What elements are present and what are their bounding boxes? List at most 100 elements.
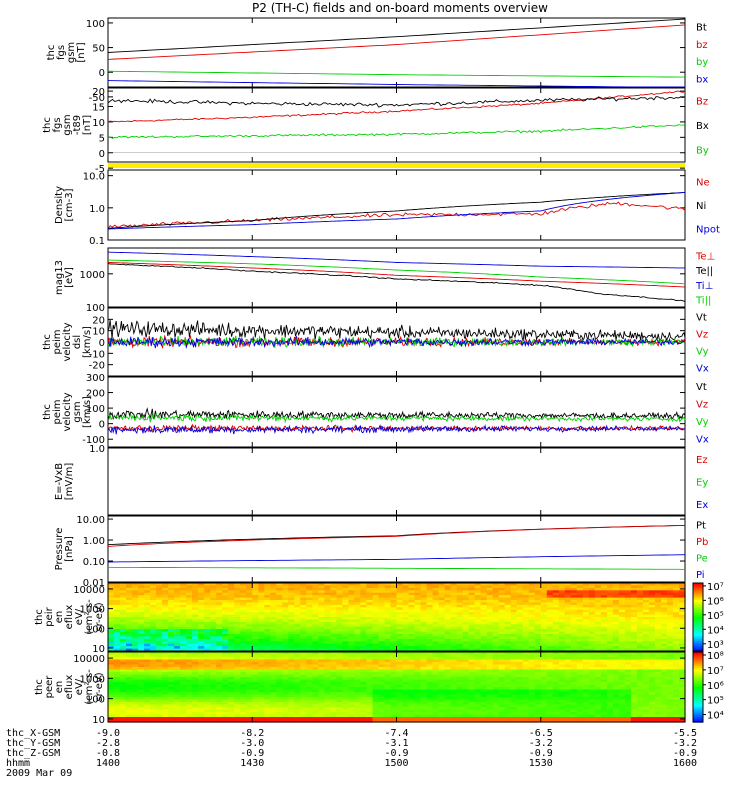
colorbar-label: 10⁴	[707, 625, 724, 636]
series-line-Pe	[108, 567, 685, 569]
y-tick-label: 20	[92, 315, 105, 326]
y-tick-label: 0	[99, 338, 105, 349]
plot-title: P2 (TH-C) fields and on-board moments ov…	[252, 1, 548, 15]
y-axis-label-line: sr-eV)	[94, 602, 105, 631]
panel-9: 10⁷10⁶10⁵10⁴10³10000100010010thcpeirenef…	[34, 582, 724, 655]
legend-entry: Vy	[696, 347, 709, 358]
legend-entry: bx	[696, 74, 708, 85]
legend-entry: Ni	[696, 201, 706, 212]
y-axis-label-line: [nT]	[82, 115, 93, 135]
legend-entry: Bz	[696, 96, 708, 107]
legend-entry: Te||	[695, 266, 713, 277]
series-line-Ne	[108, 202, 685, 229]
series-line-Bt	[108, 19, 685, 53]
panel-6: 3002001000-100thcpeimvelocitygsm[km/s]Vt…	[42, 373, 709, 447]
y-tick-label: 50	[92, 44, 105, 55]
legend-entry: Vz	[696, 330, 708, 341]
y-axis-label-line: [km/s]	[82, 396, 93, 428]
panel-frame	[108, 448, 685, 515]
y-tick-label: 100	[86, 19, 105, 30]
y-axis-label: Pressure[nPa]	[54, 528, 75, 571]
colorbar-label: 10⁷	[707, 582, 724, 593]
panel-frame	[108, 377, 685, 447]
panel-frame	[108, 248, 685, 307]
legend-entry: Vy	[696, 417, 709, 428]
colorbar: 10⁷ 10⁶ 10⁵ 10⁴ 10³	[693, 582, 724, 652]
panel-frame	[108, 516, 685, 582]
y-tick-label: 0.1	[89, 236, 105, 247]
legend-entry: Ey	[696, 478, 708, 489]
legend-entry: Npot	[696, 224, 720, 235]
y-tick-label: 10.00	[76, 515, 105, 526]
y-axis-label: thcfgsgsm[nT]	[46, 42, 87, 63]
legend-entry: Vt	[696, 382, 707, 393]
y-tick-label: 0	[99, 149, 105, 160]
legend-entry: Vx	[696, 434, 709, 445]
legend-entry: Te⊥	[695, 251, 715, 262]
y-tick-label: 1000	[80, 270, 105, 281]
y-tick-label: 10	[92, 327, 105, 338]
legend-entry: Ex	[696, 500, 708, 511]
y-axis-label: thcfgsgsm-t89[nT]	[42, 114, 93, 135]
colorbar-label: 10⁵	[707, 611, 724, 622]
y-tick-label: 10.0	[83, 172, 105, 183]
legend-entry: By	[696, 146, 709, 157]
y-axis-label-line: [km/s]	[82, 326, 93, 358]
series-line-By	[108, 125, 685, 139]
legend-entry: Pi	[696, 570, 705, 581]
y-axis-label: thcpeimvelocitygsm[km/s]	[42, 392, 93, 431]
panel-frame	[108, 88, 685, 162]
y-tick-label: 20	[92, 87, 105, 98]
series-line-by	[108, 71, 685, 77]
legend-entry: Bt	[696, 23, 707, 34]
legend-entry: Pt	[696, 520, 706, 531]
legend-entry: Pe	[696, 553, 708, 564]
y-axis-label-line: [eV]	[64, 267, 75, 288]
y-axis-label: Density[cm-3]	[54, 186, 75, 224]
y-tick-label: 100	[86, 303, 105, 314]
y-axis-label: mag13[eV]	[54, 260, 75, 295]
series-line-bz	[108, 25, 685, 60]
y-axis-label-line: [cm-3]	[64, 188, 75, 221]
y-tick-label: -20	[89, 361, 105, 372]
y-tick-label: 10	[92, 118, 105, 129]
y-tick-label: 0	[99, 420, 105, 431]
legend-entry: Vt	[696, 313, 707, 324]
colorbar-label: 10⁶	[707, 596, 724, 607]
series-line-Pb	[108, 525, 685, 546]
legend-entry: bz	[696, 40, 708, 51]
quality-bar	[108, 163, 685, 168]
y-tick-label: 10000	[73, 585, 105, 596]
series-line-Vt	[108, 320, 685, 341]
y-tick-label: 1.00	[83, 536, 105, 547]
series-line-Ti||	[108, 260, 685, 284]
legend-entry: by	[696, 57, 708, 68]
series-line-Bz	[108, 91, 685, 122]
y-axis-label: thcpeirenefluxeV/(cm²-s-sr-eV)	[34, 599, 105, 635]
legend-entry: Ne	[696, 178, 710, 189]
legend-entry: Pb	[696, 537, 708, 548]
series-line-Te||	[108, 263, 685, 301]
panel-5: 20100-10-20thcpeimvelocitydsl[km/s]VtVzV…	[42, 308, 709, 376]
y-tick-label: 5	[99, 133, 105, 144]
y-tick-label: 1.0	[89, 204, 105, 215]
series-line-Vx	[108, 425, 685, 434]
legend-entry: Ti||	[695, 296, 711, 307]
y-axis-label-line: [mV/m]	[64, 463, 75, 501]
colorbar-label: 10³	[707, 640, 724, 651]
series-line-Pi	[108, 555, 685, 562]
y-axis-label-line: [nT]	[76, 42, 87, 62]
panel-3: 10.0 1.0 0.1 Density[cm-3] Ne Ni Npot	[54, 170, 720, 247]
y-tick-label: 15	[92, 103, 105, 114]
legend-entry: Vx	[696, 364, 709, 375]
y-tick-label: 1.0	[89, 444, 105, 455]
legend-entry: Ez	[696, 455, 708, 466]
series-line-Ni	[108, 193, 685, 229]
y-tick-label: 0.10	[83, 557, 105, 568]
